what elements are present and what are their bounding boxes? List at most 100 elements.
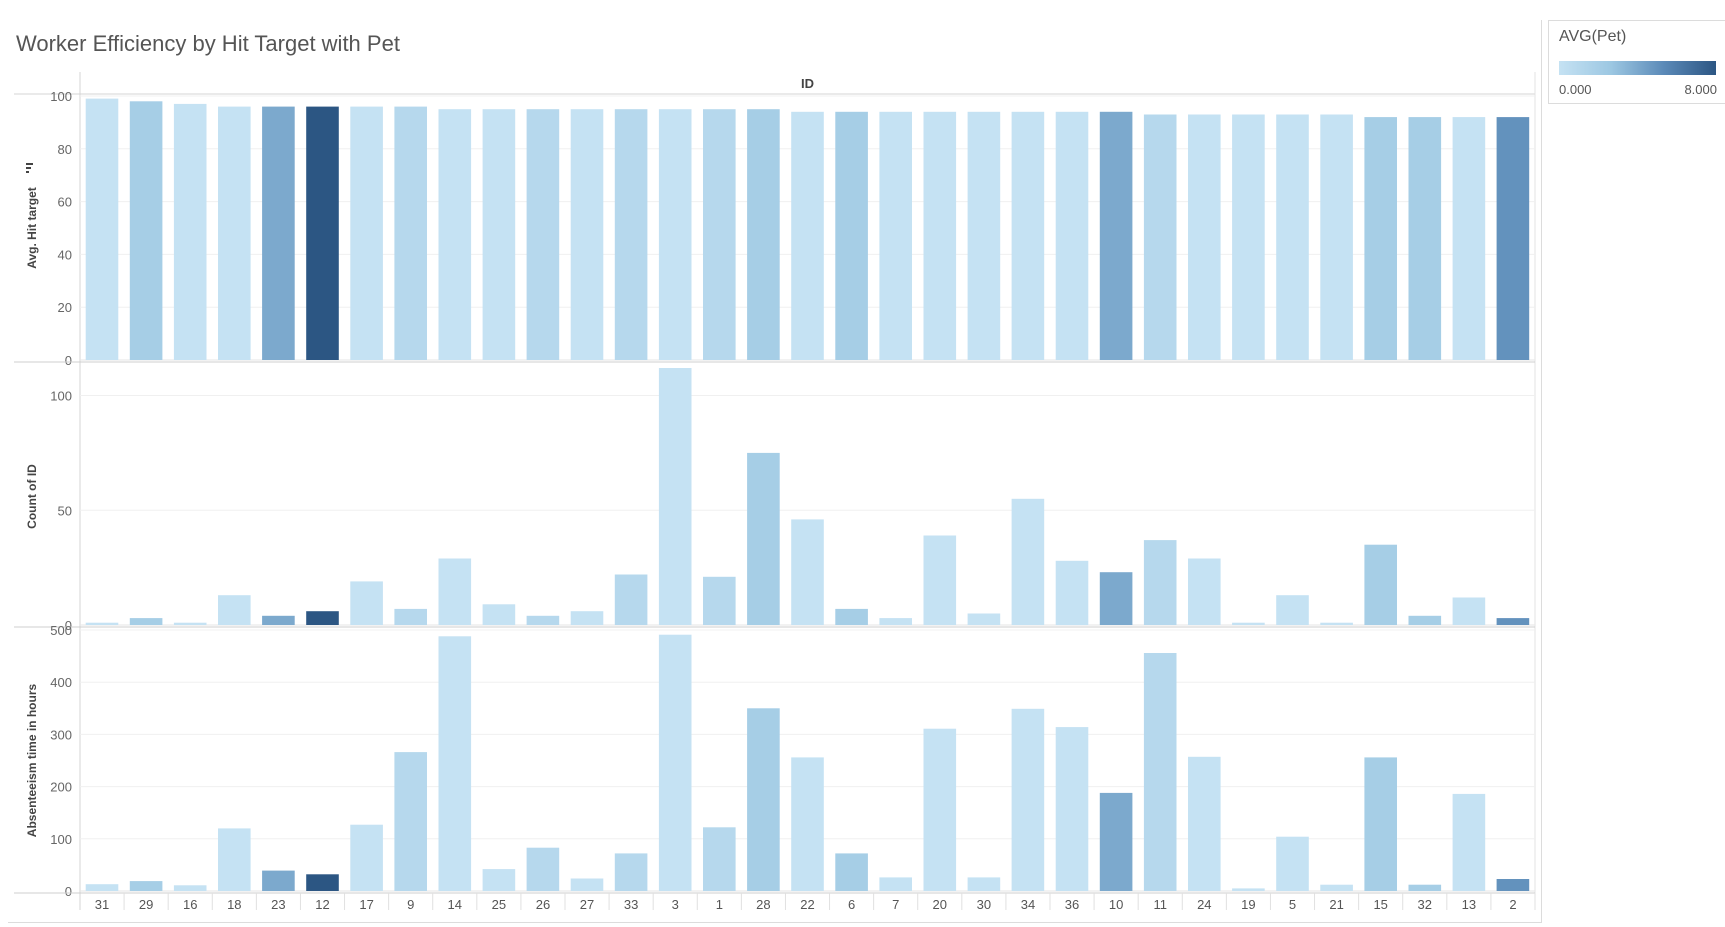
bar-27	[570, 611, 604, 625]
bar-25	[482, 604, 516, 625]
bar-16	[173, 103, 207, 361]
bar-6	[835, 111, 868, 360]
y-tick-label: 80	[58, 142, 72, 157]
bar-12	[306, 106, 339, 360]
y-axis-label: Absenteeism time in hours	[25, 683, 39, 837]
bar-6	[835, 608, 868, 625]
bar-20	[923, 111, 957, 360]
x-tick-label: 19	[1241, 897, 1255, 912]
bar-18	[218, 106, 251, 360]
bar-22	[791, 757, 824, 891]
legend-title: AVG(Pet)	[1559, 28, 1627, 45]
x-tick-label: 9	[407, 897, 414, 912]
x-tick-label: 36	[1065, 897, 1079, 912]
bar-7	[879, 111, 912, 360]
bottom-divider	[8, 922, 1542, 923]
bar-21	[1320, 622, 1353, 625]
bar-34	[1011, 708, 1045, 891]
bar-24	[1188, 114, 1221, 360]
chart-title: Worker Efficiency by Hit Target with Pet	[16, 31, 400, 56]
x-tick-label: 12	[315, 897, 329, 912]
bar-33	[614, 574, 648, 625]
bar-22	[791, 111, 824, 360]
bar-1	[703, 827, 736, 891]
column-header-label: ID	[801, 76, 814, 91]
sort-icon	[26, 163, 33, 165]
bar-5	[1276, 836, 1309, 891]
bar-11	[1143, 653, 1177, 891]
bar-20	[923, 535, 957, 625]
bar-28	[747, 109, 780, 360]
bar-26	[526, 847, 560, 891]
bar-31	[85, 622, 119, 625]
x-tick-label: 27	[580, 897, 594, 912]
bar-18	[218, 595, 251, 625]
x-tick-label: 18	[227, 897, 241, 912]
bar-34	[1011, 498, 1045, 625]
x-tick-label: 23	[271, 897, 285, 912]
x-tick-label: 11	[1153, 897, 1167, 912]
bar-25	[482, 869, 516, 891]
bar-23	[262, 615, 295, 625]
y-tick-label: 60	[58, 195, 72, 210]
y-tick-label: 100	[50, 389, 72, 404]
bar-30	[967, 111, 1001, 360]
x-tick-label: 20	[933, 897, 947, 912]
x-tick-label: 21	[1329, 897, 1343, 912]
bar-9	[394, 752, 427, 891]
bar-33	[614, 853, 648, 891]
x-tick-label: 33	[624, 897, 638, 912]
bar-16	[173, 885, 207, 891]
bar-17	[350, 581, 383, 625]
bar-12	[306, 611, 339, 625]
bar-10	[1099, 572, 1133, 625]
bar-6	[835, 853, 868, 891]
bar-13	[1452, 793, 1486, 891]
bar-2	[1496, 618, 1530, 625]
bar-10	[1099, 111, 1133, 360]
bar-29	[129, 618, 163, 625]
bar-2	[1496, 879, 1530, 891]
bar-14	[438, 109, 472, 360]
bar-29	[129, 881, 163, 891]
bar-19	[1232, 114, 1265, 360]
bar-36	[1055, 727, 1089, 891]
bar-7	[879, 618, 912, 625]
x-tick-label: 3	[672, 897, 679, 912]
y-tick-label: 400	[50, 675, 72, 690]
bar-36	[1055, 111, 1089, 360]
bar-31	[85, 98, 119, 360]
x-tick-label: 7	[892, 897, 899, 912]
x-tick-label: 6	[848, 897, 855, 912]
bar-36	[1055, 560, 1089, 626]
y-tick-label: 0	[65, 884, 72, 899]
bar-7	[879, 877, 912, 891]
x-tick-label: 1	[716, 897, 723, 912]
y-tick-label: 500	[50, 623, 72, 638]
bar-3	[658, 368, 692, 625]
bar-13	[1452, 597, 1486, 625]
bar-18	[218, 828, 251, 891]
legend-gradient	[1559, 61, 1716, 75]
bar-26	[526, 615, 560, 625]
y-tick-label: 40	[58, 247, 72, 262]
bar-31	[85, 884, 119, 891]
x-tick-label: 2	[1509, 897, 1516, 912]
y-tick-label: 300	[50, 727, 72, 742]
x-tick-label: 13	[1462, 897, 1476, 912]
bar-15	[1364, 544, 1397, 625]
bar-1	[703, 109, 736, 360]
bar-9	[394, 608, 427, 625]
x-tick-label: 30	[977, 897, 991, 912]
bar-33	[614, 109, 648, 360]
x-tick-label: 32	[1418, 897, 1432, 912]
bar-22	[791, 519, 824, 625]
bar-25	[482, 109, 516, 360]
bar-14	[438, 558, 472, 625]
bar-11	[1143, 540, 1177, 625]
bar-15	[1364, 757, 1397, 891]
bar-21	[1320, 884, 1353, 891]
x-tick-label: 31	[95, 897, 109, 912]
